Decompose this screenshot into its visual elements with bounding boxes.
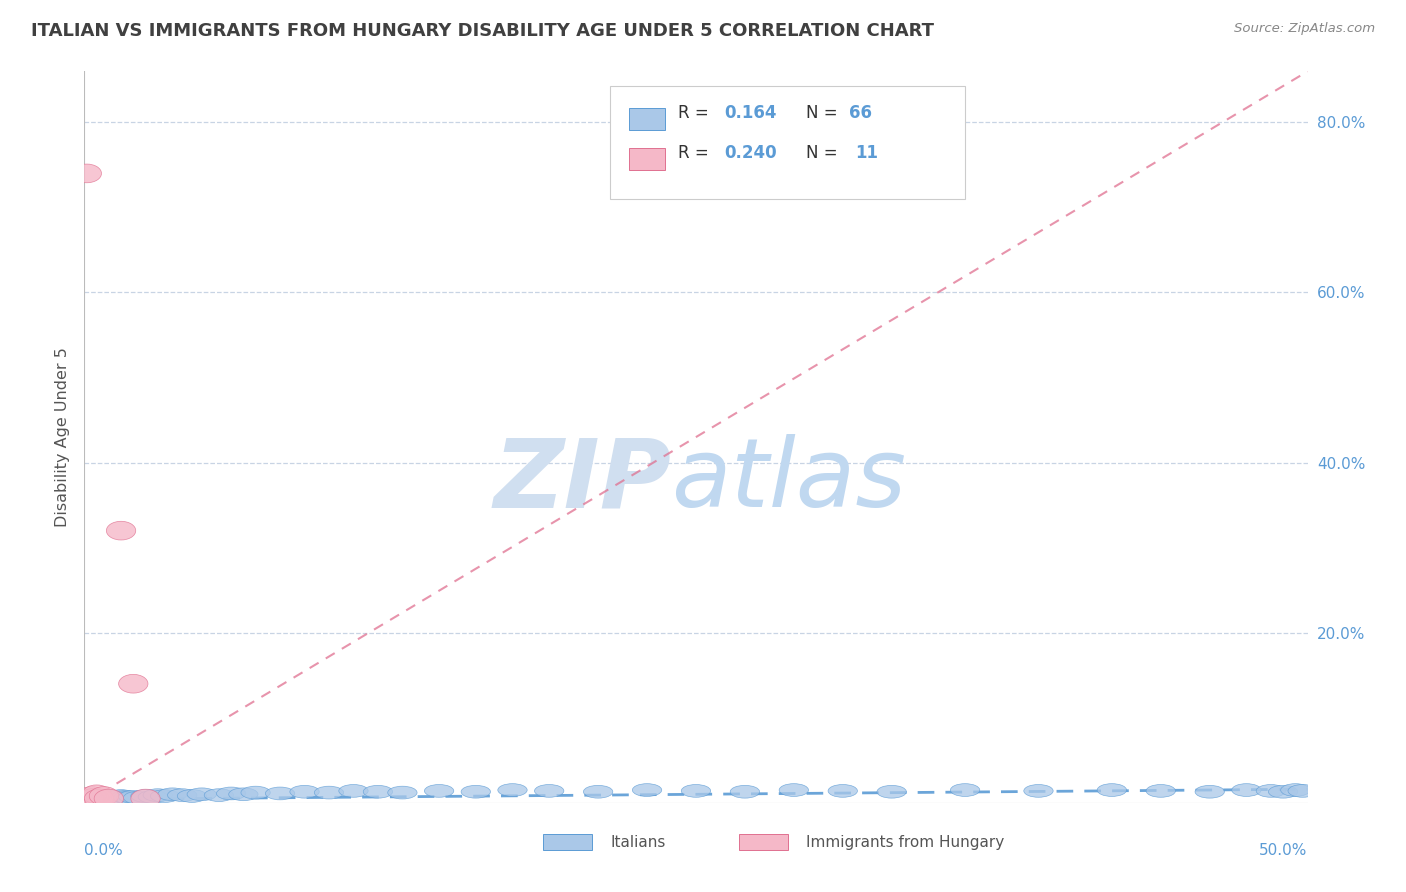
Ellipse shape xyxy=(89,790,118,803)
Ellipse shape xyxy=(217,787,246,800)
Ellipse shape xyxy=(101,790,131,803)
Ellipse shape xyxy=(177,789,207,803)
Ellipse shape xyxy=(1024,785,1053,797)
Ellipse shape xyxy=(730,785,759,798)
Ellipse shape xyxy=(107,789,136,803)
Text: N =: N = xyxy=(806,104,844,122)
Ellipse shape xyxy=(84,790,114,803)
Text: R =: R = xyxy=(678,104,714,122)
Ellipse shape xyxy=(1268,785,1298,798)
Ellipse shape xyxy=(117,792,146,805)
Ellipse shape xyxy=(339,785,368,797)
Ellipse shape xyxy=(91,789,121,803)
Ellipse shape xyxy=(266,787,295,800)
Ellipse shape xyxy=(87,791,117,804)
Ellipse shape xyxy=(82,791,111,804)
Ellipse shape xyxy=(534,785,564,797)
Text: 0.240: 0.240 xyxy=(724,145,776,162)
Ellipse shape xyxy=(425,785,454,797)
Ellipse shape xyxy=(388,786,418,799)
Ellipse shape xyxy=(290,785,319,798)
Ellipse shape xyxy=(124,791,153,804)
Ellipse shape xyxy=(87,789,117,803)
Ellipse shape xyxy=(1232,784,1261,797)
Ellipse shape xyxy=(104,791,134,804)
Ellipse shape xyxy=(108,792,138,805)
Text: 11: 11 xyxy=(855,145,877,162)
Ellipse shape xyxy=(1256,785,1285,797)
Ellipse shape xyxy=(187,788,217,801)
Ellipse shape xyxy=(80,792,108,805)
Ellipse shape xyxy=(97,791,127,804)
Y-axis label: Disability Age Under 5: Disability Age Under 5 xyxy=(55,347,70,527)
Ellipse shape xyxy=(91,791,121,804)
Ellipse shape xyxy=(877,785,907,798)
Ellipse shape xyxy=(131,789,160,808)
FancyBboxPatch shape xyxy=(738,834,787,850)
FancyBboxPatch shape xyxy=(610,86,965,200)
Ellipse shape xyxy=(828,785,858,797)
Ellipse shape xyxy=(77,791,107,804)
Ellipse shape xyxy=(363,785,392,798)
Ellipse shape xyxy=(633,784,662,797)
Text: Immigrants from Hungary: Immigrants from Hungary xyxy=(806,835,1004,850)
Ellipse shape xyxy=(77,787,107,805)
Ellipse shape xyxy=(138,790,167,803)
Ellipse shape xyxy=(72,164,101,183)
Ellipse shape xyxy=(118,790,148,803)
Text: 0.0%: 0.0% xyxy=(84,843,124,858)
Ellipse shape xyxy=(107,521,136,540)
Ellipse shape xyxy=(461,785,491,798)
Ellipse shape xyxy=(779,784,808,797)
Ellipse shape xyxy=(111,790,141,803)
Text: atlas: atlas xyxy=(672,434,907,527)
Text: 50.0%: 50.0% xyxy=(1260,843,1308,858)
Ellipse shape xyxy=(72,792,101,805)
Ellipse shape xyxy=(315,786,343,799)
Ellipse shape xyxy=(89,787,118,805)
Ellipse shape xyxy=(150,789,180,803)
Ellipse shape xyxy=(682,785,710,797)
Text: 66: 66 xyxy=(849,104,872,122)
Ellipse shape xyxy=(82,785,111,804)
Ellipse shape xyxy=(84,789,114,808)
Text: ZIP: ZIP xyxy=(494,434,672,527)
Text: R =: R = xyxy=(678,145,714,162)
Ellipse shape xyxy=(1195,785,1225,798)
Ellipse shape xyxy=(131,789,160,803)
Text: Italians: Italians xyxy=(610,835,665,850)
Ellipse shape xyxy=(1097,784,1126,797)
Text: ITALIAN VS IMMIGRANTS FROM HUNGARY DISABILITY AGE UNDER 5 CORRELATION CHART: ITALIAN VS IMMIGRANTS FROM HUNGARY DISAB… xyxy=(31,22,934,40)
Ellipse shape xyxy=(75,789,104,808)
Ellipse shape xyxy=(98,792,128,805)
Ellipse shape xyxy=(94,792,124,805)
Ellipse shape xyxy=(583,785,613,798)
Ellipse shape xyxy=(240,786,270,799)
Ellipse shape xyxy=(143,789,173,802)
Ellipse shape xyxy=(204,789,233,802)
Ellipse shape xyxy=(89,792,118,805)
Ellipse shape xyxy=(950,784,980,797)
Ellipse shape xyxy=(498,784,527,797)
Ellipse shape xyxy=(82,789,111,803)
Ellipse shape xyxy=(118,674,148,693)
Ellipse shape xyxy=(1146,785,1175,797)
Ellipse shape xyxy=(80,789,108,807)
Ellipse shape xyxy=(1288,785,1317,797)
Text: 0.164: 0.164 xyxy=(724,104,776,122)
Ellipse shape xyxy=(229,788,259,801)
Ellipse shape xyxy=(167,789,197,802)
Ellipse shape xyxy=(1281,784,1310,797)
Ellipse shape xyxy=(75,792,104,805)
FancyBboxPatch shape xyxy=(543,834,592,850)
Ellipse shape xyxy=(94,790,124,803)
Ellipse shape xyxy=(114,791,143,804)
FancyBboxPatch shape xyxy=(628,108,665,130)
Ellipse shape xyxy=(84,792,114,805)
FancyBboxPatch shape xyxy=(628,148,665,170)
Ellipse shape xyxy=(157,788,187,801)
Ellipse shape xyxy=(94,789,124,808)
Text: Source: ZipAtlas.com: Source: ZipAtlas.com xyxy=(1234,22,1375,36)
Text: N =: N = xyxy=(806,145,844,162)
